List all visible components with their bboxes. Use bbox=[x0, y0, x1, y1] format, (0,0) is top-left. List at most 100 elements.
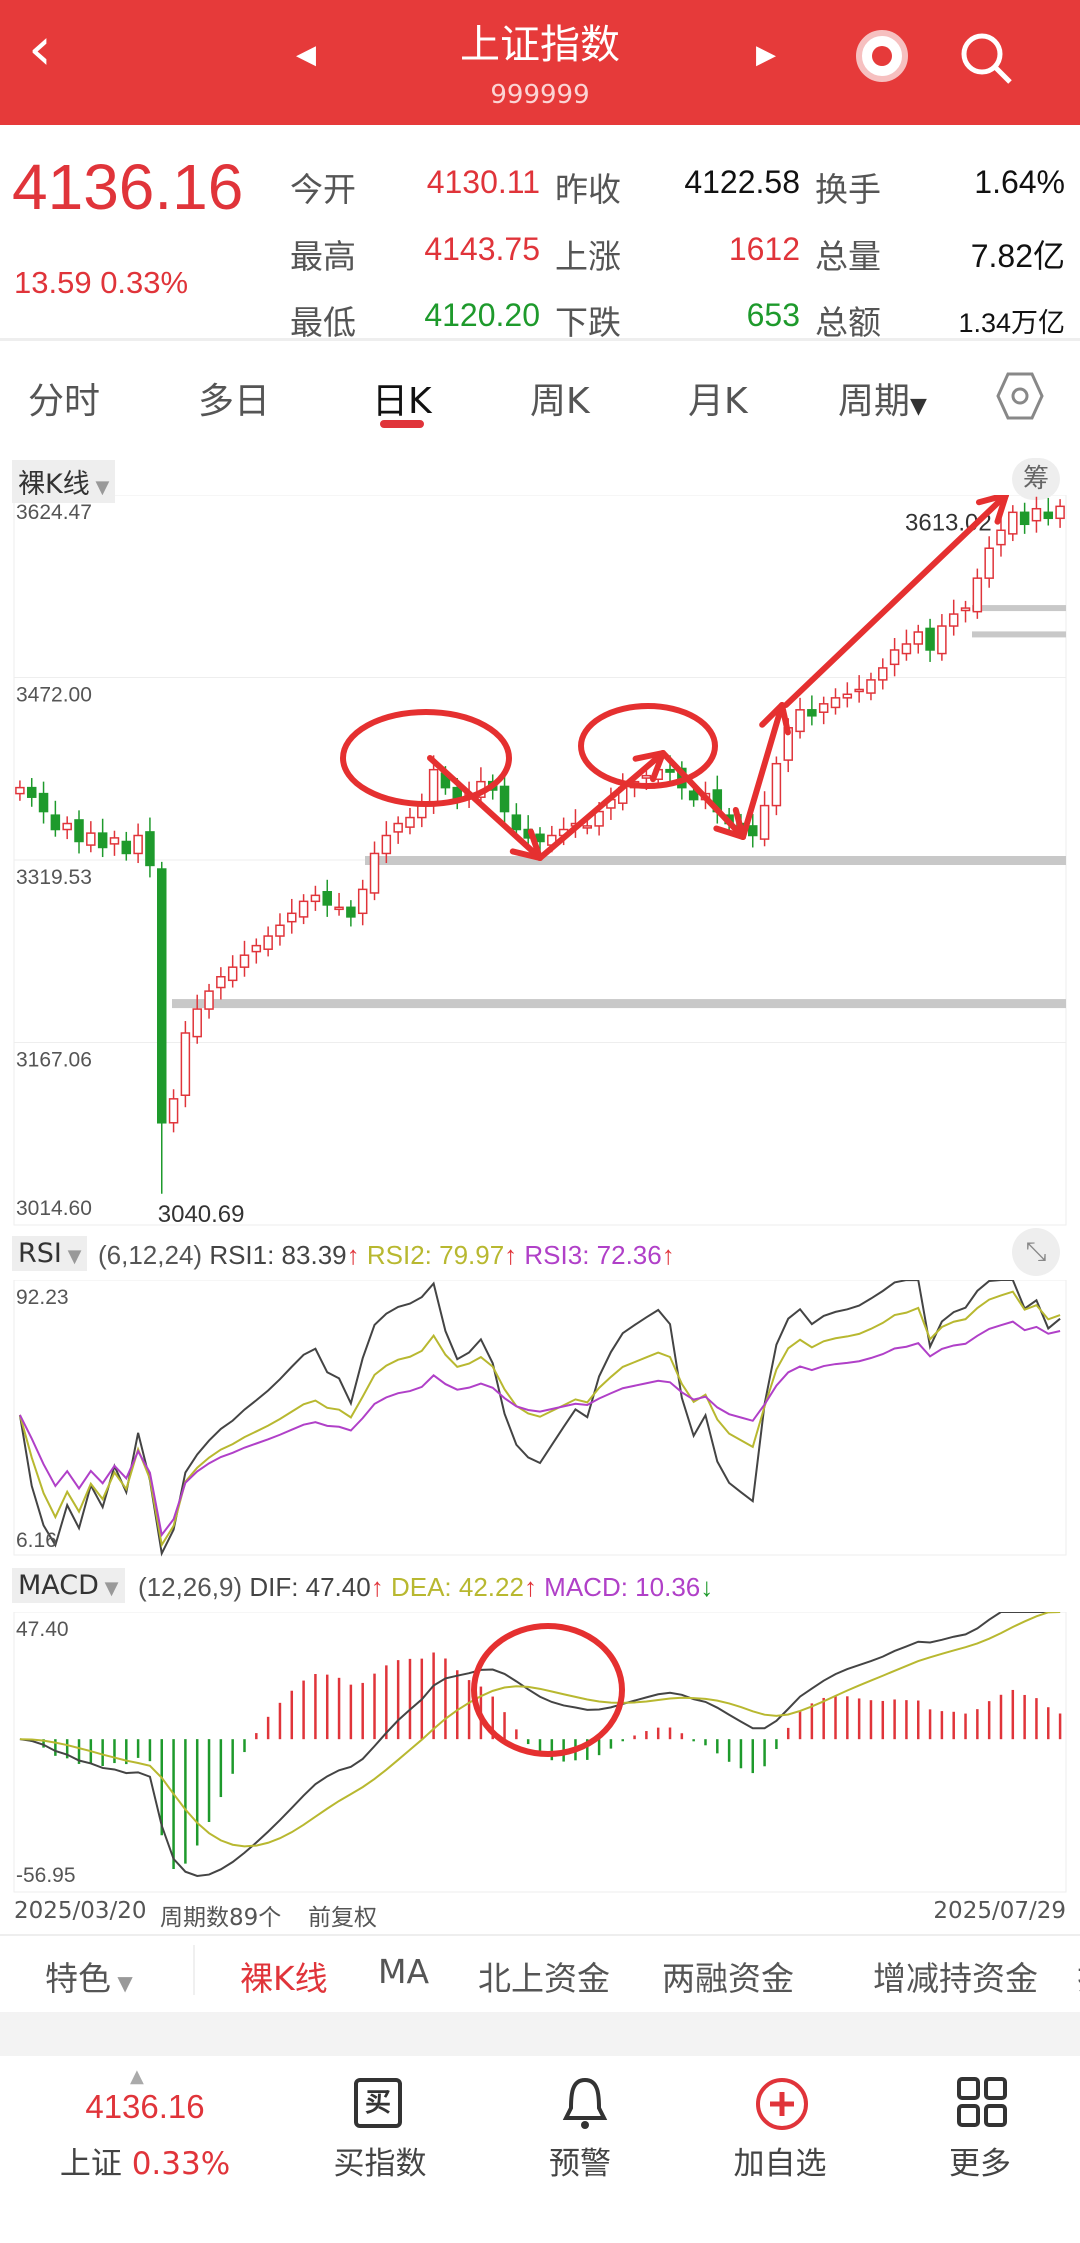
stat-value: 4122.58 bbox=[684, 164, 800, 200]
candle bbox=[842, 682, 853, 708]
tab-3[interactable]: 周K bbox=[530, 372, 590, 424]
stat-value: 4120.20 bbox=[424, 297, 540, 333]
up-arrow-icon: ↑ bbox=[370, 1572, 384, 1602]
up-arrow-icon: ↑ bbox=[523, 1572, 537, 1602]
back-icon[interactable]: ‹ bbox=[28, 14, 52, 84]
footer-price: 4136.16 bbox=[85, 2088, 205, 2125]
candle bbox=[866, 672, 876, 701]
footer-index-name: 上证 bbox=[59, 2146, 122, 2182]
chip-distribution-button[interactable]: 筹 bbox=[1012, 458, 1060, 500]
indicator-tab-2[interactable]: 北上资金 bbox=[478, 1959, 610, 1998]
candle bbox=[310, 885, 321, 911]
macd-params: (12,26,9) bbox=[138, 1572, 243, 1602]
tab-1[interactable]: 多日 bbox=[198, 372, 270, 424]
stat-label: 总额 bbox=[815, 303, 881, 342]
rsi-selector[interactable]: RSI ▼ bbox=[12, 1236, 88, 1271]
candle bbox=[287, 898, 297, 934]
indicator-tab-5[interactable]: 扌 bbox=[1076, 1952, 1080, 2000]
candle bbox=[937, 614, 947, 661]
grid-icon[interactable] bbox=[956, 2076, 1008, 2128]
dropdown-icon: ▼ bbox=[61, 1246, 82, 1267]
kline-chart[interactable]: 3624.47 3472.00 3319.53 3167.06 3014.60 3040.… bbox=[0, 495, 1080, 1235]
rsi2-line bbox=[18, 1290, 1061, 1548]
candle bbox=[216, 967, 226, 1000]
candle bbox=[1019, 502, 1030, 534]
candle bbox=[369, 841, 380, 901]
stat-label: 昨收 bbox=[555, 170, 621, 209]
footer-action-add-circle[interactable]: 加自选 bbox=[733, 2146, 827, 2182]
candle bbox=[830, 688, 841, 715]
candle bbox=[239, 940, 250, 977]
dropdown-icon: ▼ bbox=[910, 394, 927, 419]
footer-action-bell[interactable]: 预警 bbox=[549, 2146, 611, 2182]
tab-5[interactable]: 周期▼ bbox=[838, 372, 927, 424]
candle bbox=[948, 599, 959, 636]
rsi-selector-label: RSI bbox=[18, 1238, 62, 1269]
feature-dropdown[interactable]: 特色 ▼ bbox=[45, 1952, 133, 2000]
rsi-params: (6,12,24) bbox=[98, 1240, 203, 1270]
candle bbox=[1031, 496, 1042, 533]
app-header: ‹ ◀ 上证指数 999999 ▶ bbox=[0, 0, 1080, 125]
stat-label: 最高 bbox=[290, 237, 356, 276]
candle bbox=[417, 793, 427, 828]
up-arrow-icon: ↑ bbox=[346, 1240, 360, 1270]
candle bbox=[298, 894, 309, 925]
bell-icon[interactable] bbox=[560, 2074, 610, 2134]
current-price: 4136.16 bbox=[12, 151, 244, 223]
indicator-tab-3[interactable]: 两融资金 bbox=[662, 1959, 794, 1998]
candle bbox=[1008, 505, 1018, 542]
candle bbox=[511, 803, 522, 837]
tab-2[interactable]: 日K bbox=[372, 372, 432, 424]
dropdown-icon: ▼ bbox=[111, 1971, 133, 1995]
expand-up-icon[interactable]: ▲ bbox=[130, 2066, 144, 2087]
expand-icon[interactable]: ⤡ bbox=[1012, 1228, 1060, 1276]
down-arrow-icon: ↓ bbox=[700, 1572, 714, 1602]
adjust-mode[interactable]: 前复权 bbox=[308, 1905, 377, 1931]
add-circle-icon[interactable] bbox=[754, 2076, 810, 2132]
candle bbox=[901, 629, 912, 661]
next-triangle-icon[interactable]: ▶ bbox=[756, 40, 776, 70]
candle bbox=[157, 861, 167, 1194]
footer-action-buy[interactable]: 买指数 bbox=[333, 2146, 427, 2182]
support-level-bar bbox=[972, 605, 1066, 612]
settings-hexagon-icon[interactable] bbox=[996, 370, 1044, 422]
candle bbox=[972, 568, 983, 619]
dea-line bbox=[19, 1612, 1061, 1848]
buy-icon[interactable]: 买 bbox=[354, 2078, 402, 2128]
tab-4[interactable]: 月K bbox=[688, 372, 748, 424]
price-change: 13.59 0.33% bbox=[14, 265, 189, 300]
candle bbox=[251, 938, 262, 964]
candle bbox=[346, 900, 356, 927]
indicator-tab-4[interactable]: 增减持资金 bbox=[873, 1959, 1038, 1998]
candle bbox=[275, 913, 285, 946]
candle bbox=[878, 658, 888, 690]
support-level-bar bbox=[365, 856, 1066, 866]
candle bbox=[97, 818, 108, 858]
stat-label: 总量 bbox=[815, 237, 881, 276]
candle bbox=[807, 695, 817, 726]
y-axis-label: 3167.06 bbox=[16, 1049, 92, 1072]
footer-action-grid[interactable]: 更多 bbox=[949, 2146, 1011, 2182]
stat-value: 653 bbox=[746, 297, 800, 333]
dif-line bbox=[19, 1612, 1061, 1878]
stat-label: 下跌 bbox=[555, 303, 621, 342]
up-arrow-icon: ↑ bbox=[504, 1240, 518, 1270]
candle bbox=[405, 807, 415, 835]
indicator-tab-0[interactable]: 裸K线 bbox=[240, 1959, 328, 1998]
search-icon[interactable] bbox=[956, 28, 1016, 88]
candle bbox=[854, 675, 864, 703]
kline-selector[interactable]: 裸K线 ▼ bbox=[12, 460, 116, 503]
macd-selector[interactable]: MACD ▼ bbox=[12, 1568, 125, 1603]
low-price-label: 3040.69 bbox=[158, 1201, 245, 1228]
divider bbox=[0, 338, 1080, 341]
prev-triangle-icon[interactable]: ◀ bbox=[296, 40, 316, 70]
footer-pct: 0.33% bbox=[131, 2146, 231, 2182]
divider bbox=[193, 1945, 195, 1995]
indicator-tab-1[interactable]: MA bbox=[378, 1952, 430, 1991]
y-axis-label: 3014.60 bbox=[16, 1197, 92, 1220]
candle bbox=[499, 776, 510, 824]
footer-index-change: 上证 0.33% bbox=[40, 2138, 250, 2183]
tab-0[interactable]: 分时 bbox=[28, 372, 100, 424]
support-level-bar bbox=[172, 999, 1066, 1009]
mascot-icon[interactable] bbox=[856, 30, 908, 82]
